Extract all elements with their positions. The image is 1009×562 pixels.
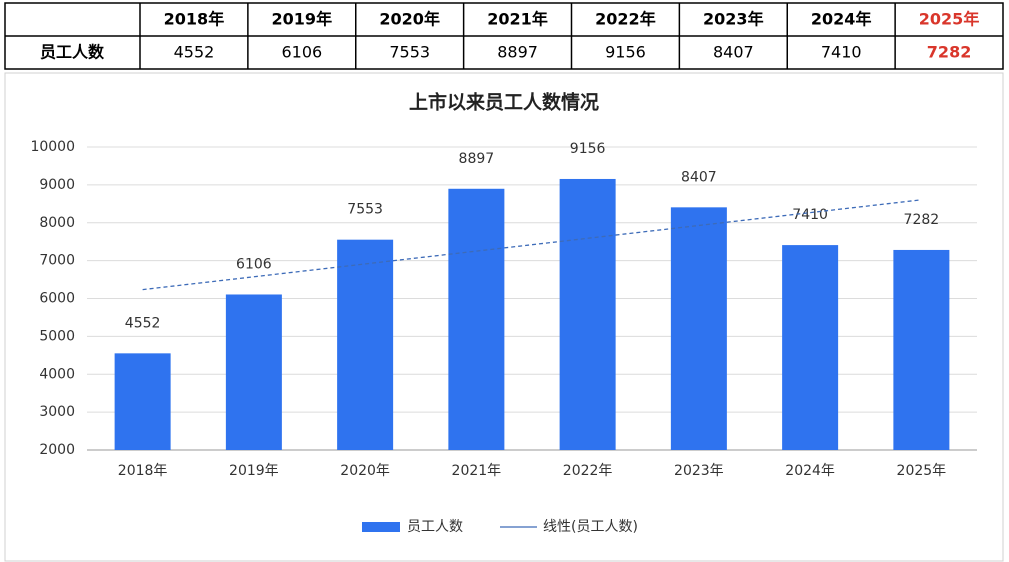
y-tick-label: 6000 <box>39 291 75 307</box>
legend-label: 员工人数 <box>407 519 463 535</box>
x-tick-label: 2020年 <box>340 463 390 479</box>
table-header: 2020年 <box>379 10 440 29</box>
table-header: 2021年 <box>487 10 548 29</box>
bar <box>337 239 394 450</box>
trendline <box>142 199 922 291</box>
data-label: 4552 <box>125 315 161 331</box>
bar <box>559 178 616 451</box>
table-cell: 9156 <box>605 43 646 62</box>
y-tick-label: 4000 <box>39 366 75 382</box>
bar <box>114 353 171 450</box>
x-tick-label: 2025年 <box>897 463 947 479</box>
table-cell: 7282 <box>927 43 972 62</box>
x-tick-label: 2018年 <box>118 463 168 479</box>
bar <box>670 207 727 450</box>
y-tick-label: 8000 <box>39 215 75 231</box>
data-label: 7410 <box>792 207 828 223</box>
data-label: 7282 <box>904 212 940 228</box>
data-label: 6106 <box>236 256 272 272</box>
data-label: 8407 <box>681 169 717 185</box>
x-tick-label: 2019年 <box>229 463 279 479</box>
y-tick-label: 7000 <box>39 253 75 269</box>
y-tick-label: 3000 <box>39 404 75 420</box>
y-tick-label: 5000 <box>39 328 75 344</box>
legend-swatch <box>362 522 400 532</box>
bar <box>893 249 950 450</box>
x-tick-label: 2022年 <box>563 463 613 479</box>
table-cell: 6106 <box>281 43 322 62</box>
y-tick-label: 2000 <box>39 442 75 458</box>
table-header: 2025年 <box>919 10 980 29</box>
table-row-label: 员工人数 <box>40 43 105 62</box>
x-tick-label: 2023年 <box>674 463 724 479</box>
table-cell: 7553 <box>389 43 430 62</box>
legend-label: 线性(员工人数) <box>543 519 638 535</box>
table-cell: 4552 <box>174 43 215 62</box>
x-tick-label: 2024年 <box>785 463 835 479</box>
chart-title: 上市以来员工人数情况 <box>409 91 599 114</box>
y-tick-label: 9000 <box>39 177 75 193</box>
table-header: 2022年 <box>595 10 656 29</box>
data-label: 8897 <box>459 151 495 167</box>
table-cell: 8407 <box>713 43 754 62</box>
bar <box>782 245 839 450</box>
table-cell: 8897 <box>497 43 538 62</box>
data-label: 7553 <box>347 202 383 218</box>
table-cell: 7410 <box>821 43 862 62</box>
data-label: 9156 <box>570 141 606 157</box>
y-tick-label: 10000 <box>30 139 75 155</box>
table-header: 2024年 <box>811 10 872 29</box>
bar <box>448 188 505 450</box>
bar <box>225 294 282 450</box>
table-header: 2018年 <box>164 10 225 29</box>
table-header: 2023年 <box>703 10 764 29</box>
table-header: 2019年 <box>272 10 333 29</box>
x-tick-label: 2021年 <box>452 463 502 479</box>
